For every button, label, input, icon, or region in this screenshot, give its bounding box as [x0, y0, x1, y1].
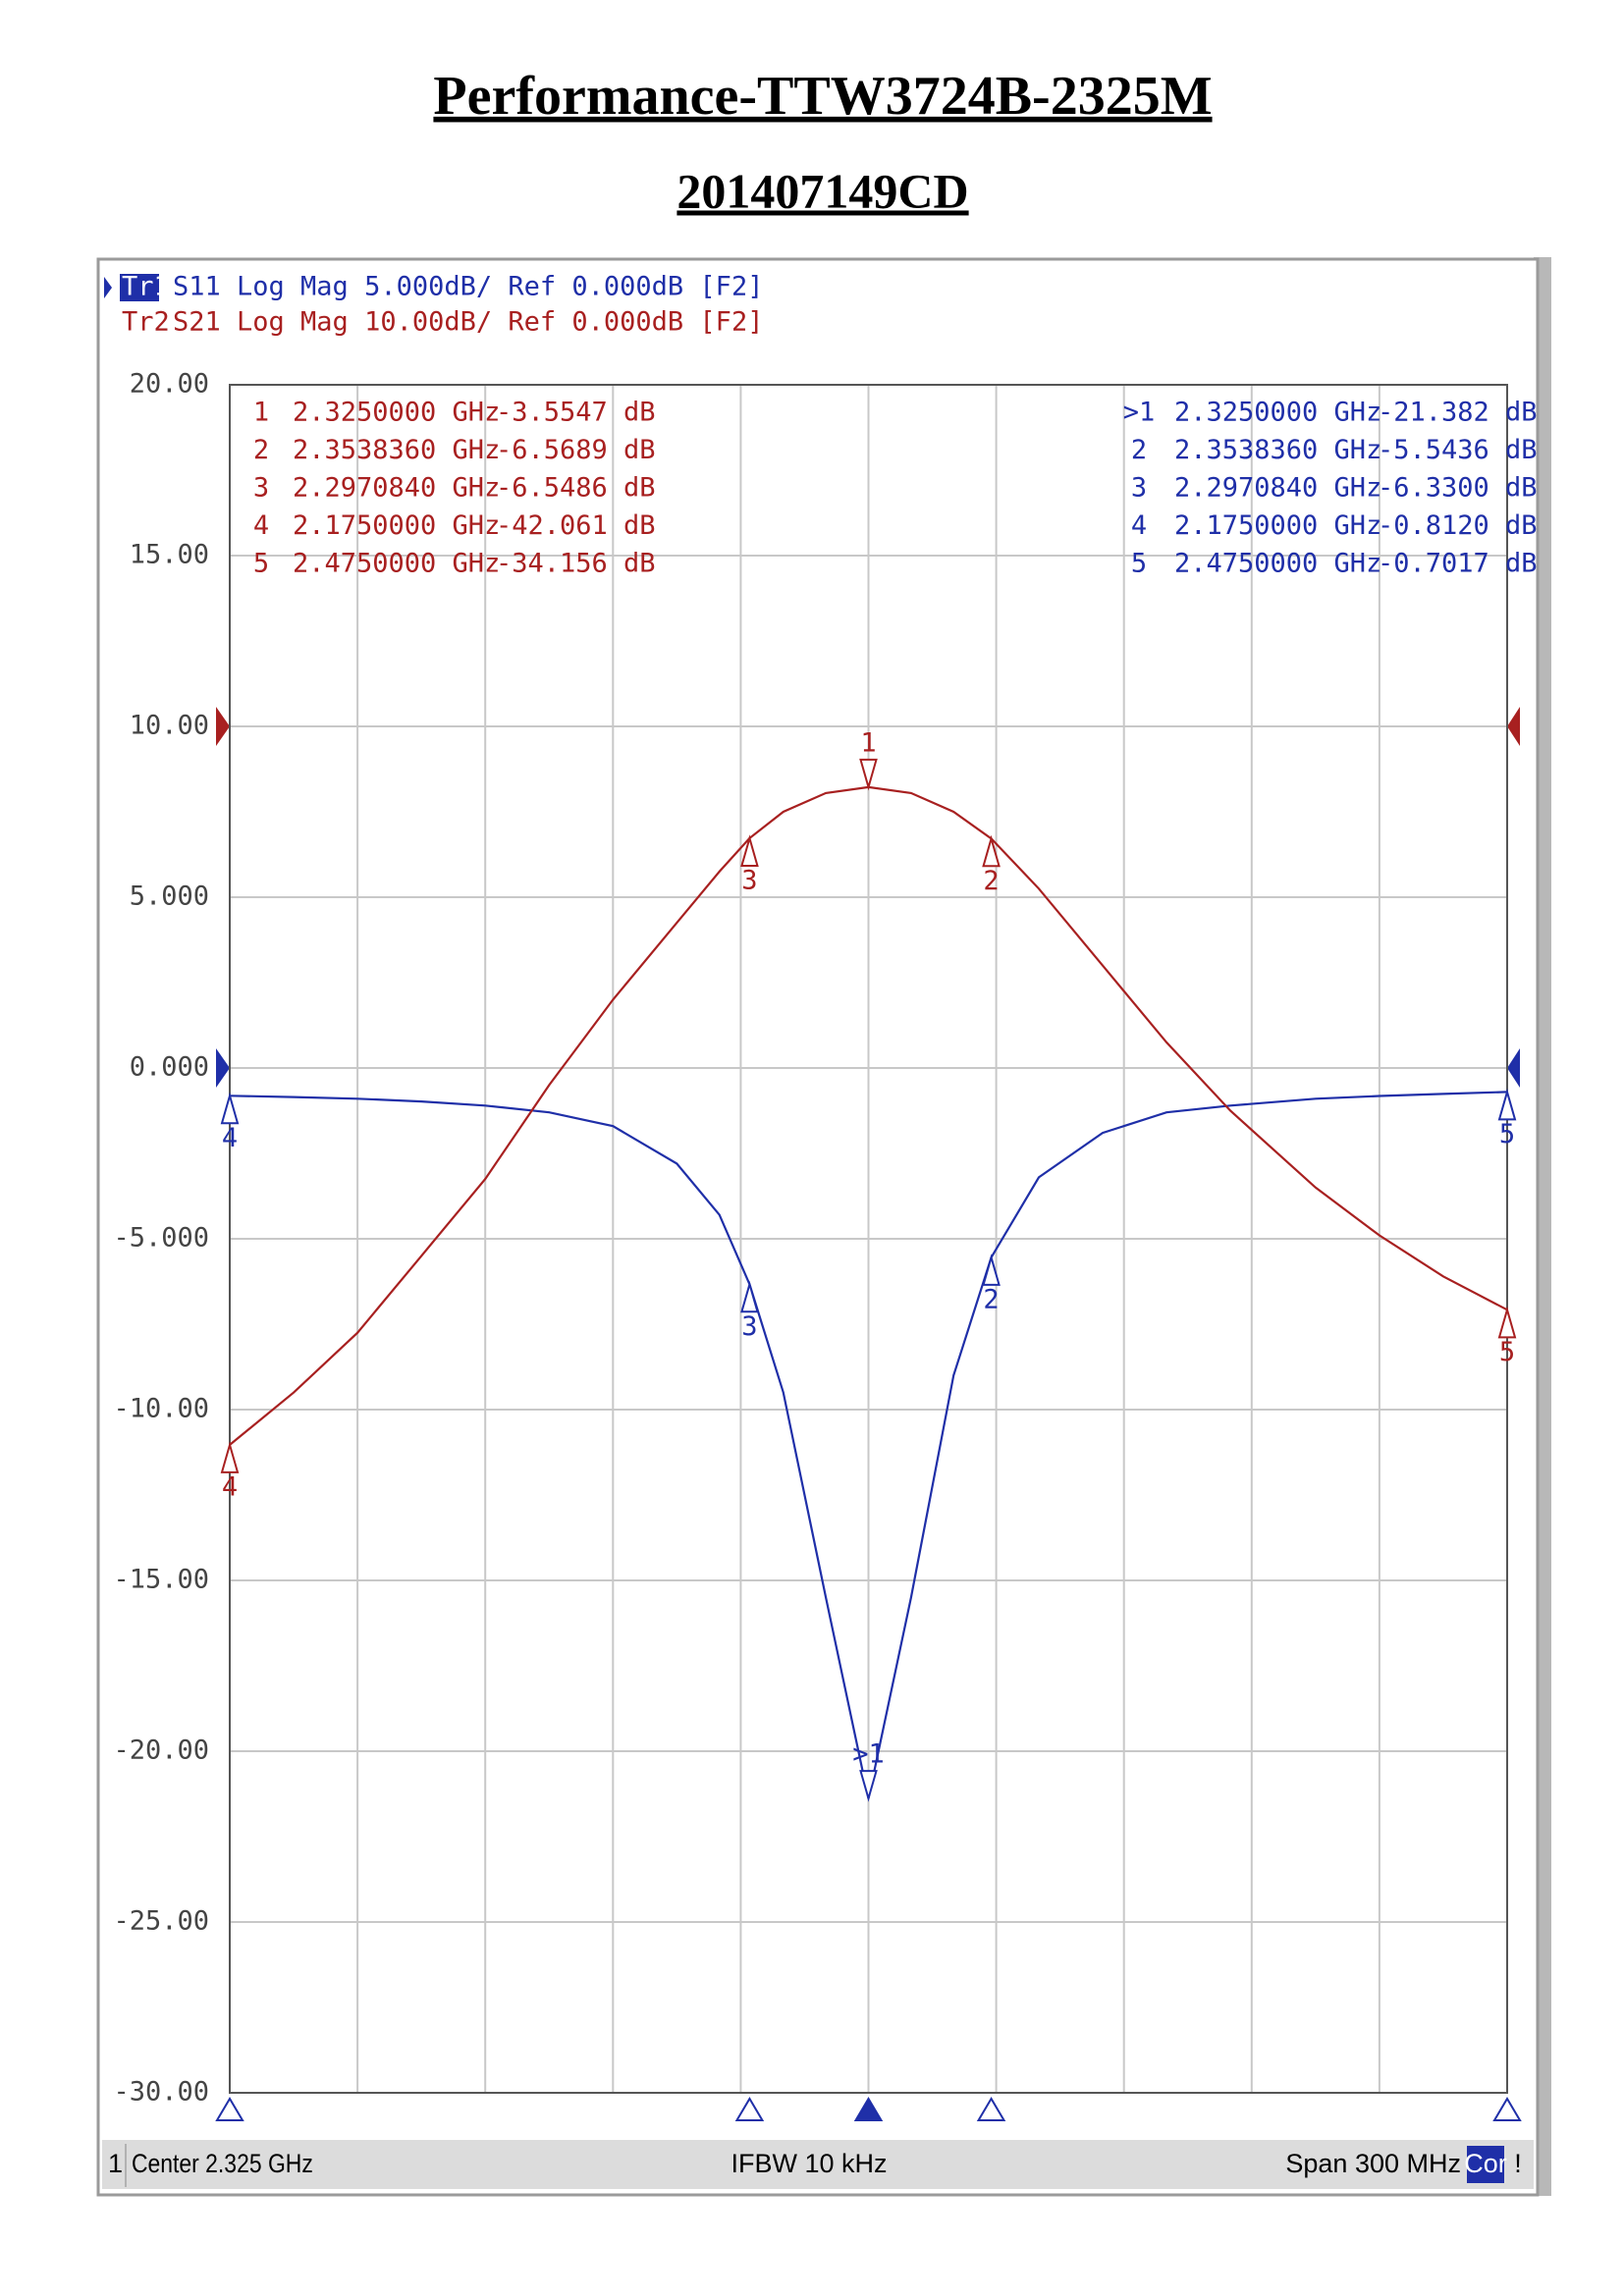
trace-marker-id: 3 [741, 865, 757, 895]
marker-freq: 2.3538360 GHz [293, 435, 500, 465]
marker-value: -0.7017 dB [1378, 549, 1538, 579]
stimulus-marker [215, 2097, 244, 2121]
marker-id: 4 [1131, 510, 1147, 541]
marker-value: -3.5547 dB [496, 398, 656, 428]
trace-marker [859, 758, 878, 791]
status-center: Center 2.325 GHz [132, 2149, 313, 2178]
status-channel: 1 [108, 2149, 123, 2178]
marker-freq: 2.3538360 GHz [1174, 435, 1381, 465]
marker-freq: 2.2970840 GHz [293, 473, 500, 504]
marker-id: 3 [1131, 473, 1147, 504]
marker-value: -0.8120 dB [1378, 510, 1538, 541]
ref-marker [1507, 1048, 1520, 1088]
y-tick-label: 15.00 [130, 540, 209, 570]
trace-marker [1497, 1088, 1517, 1121]
page-title: Performance-TTW3724B-2325M [433, 66, 1212, 127]
y-tick-label: -20.00 [113, 1735, 209, 1766]
trace-marker [982, 1254, 1001, 1286]
marker-id: 2 [1131, 435, 1147, 465]
status-flag: ! [1514, 2149, 1522, 2178]
y-tick-label: 5.000 [130, 881, 209, 912]
trace-marker [740, 834, 759, 867]
marker-freq: 2.4750000 GHz [1174, 549, 1381, 579]
y-tick-label: -10.00 [113, 1394, 209, 1424]
ref-marker [216, 707, 230, 746]
trace-tag: Tr1 [122, 272, 170, 302]
trace-tag: Tr2 [122, 307, 170, 338]
trace-marker [982, 834, 1001, 868]
trace-marker-id: >1 [852, 1739, 885, 1770]
trace-marker-id: 1 [860, 727, 876, 758]
trace-marker-id: 2 [983, 1284, 999, 1314]
y-tick-label: 0.000 [130, 1052, 209, 1083]
marker-id: 3 [253, 473, 269, 504]
status-cor: Cor [1464, 2149, 1507, 2178]
status-cor-box [1467, 2146, 1504, 2183]
y-tick-label: -30.00 [113, 2077, 209, 2108]
trace-marker-id: 5 [1499, 1337, 1515, 1367]
trace-marker [859, 1770, 878, 1802]
status-bar: 1 Center 2.325 GHz IFBW 10 kHz Span 300 … [102, 2140, 1534, 2189]
marker-freq: 2.2970840 GHz [1174, 473, 1381, 504]
y-tick-label: -25.00 [113, 1906, 209, 1937]
marker-freq: 2.1750000 GHz [293, 510, 500, 541]
marker-value: -6.5486 dB [496, 473, 656, 504]
ref-marker [216, 1048, 230, 1088]
marker-id: 1 [253, 398, 269, 428]
active-trace-box [120, 274, 159, 301]
trace-marker [740, 1280, 759, 1313]
trace-marker-id: 4 [222, 1123, 238, 1153]
y-tick-label: 20.00 [130, 369, 209, 400]
marker-freq: 2.1750000 GHz [1174, 510, 1381, 541]
marker-id: >1 [1123, 398, 1156, 428]
marker-value: -6.5689 dB [496, 435, 656, 465]
marker-freq: 2.3250000 GHz [1174, 398, 1381, 428]
trace-marker-id: 5 [1499, 1119, 1515, 1149]
marker-value: -6.3300 dB [1378, 473, 1538, 504]
stimulus-marker [853, 2097, 884, 2121]
marker-value: -34.156 dB [496, 549, 656, 579]
page-subtitle: 201407149CD [677, 163, 968, 218]
plot-border [229, 384, 1508, 2094]
y-tick-label: 10.00 [130, 711, 209, 741]
status-span: Span 300 MHz [1285, 2149, 1461, 2178]
marker-id: 5 [253, 549, 269, 579]
trace-marker-id: 3 [741, 1311, 757, 1342]
trace-header: S21 Log Mag 10.00dB/ Ref 0.000dB [F2] [173, 307, 763, 338]
trace-marker [1497, 1306, 1517, 1339]
trace-marker [220, 1092, 240, 1125]
marker-id: 2 [253, 435, 269, 465]
trace [229, 1091, 1508, 1799]
marker-freq: 2.3250000 GHz [293, 398, 500, 428]
active-trace-pointer [104, 277, 112, 298]
marker-id: 5 [1131, 549, 1147, 579]
marker-id: 4 [253, 510, 269, 541]
stimulus-marker [976, 2097, 1006, 2121]
marker-value: -5.5436 dB [1378, 435, 1538, 465]
status-bg [102, 2140, 1534, 2189]
stimulus-marker [734, 2097, 765, 2121]
stimulus-marker [1492, 2097, 1522, 2121]
marker-value: -42.061 dB [496, 510, 656, 541]
marker-value: -21.382 dB [1378, 398, 1538, 428]
trace-marker-id: 2 [983, 866, 999, 896]
trace-header: S11 Log Mag 5.000dB/ Ref 0.000dB [F2] [173, 272, 763, 302]
trace-marker-id: 4 [222, 1471, 238, 1502]
trace-marker [220, 1441, 240, 1473]
ref-marker [1507, 707, 1520, 746]
y-tick-label: -5.000 [113, 1223, 209, 1254]
status-ifbw: IFBW 10 kHz [731, 2149, 887, 2178]
marker-freq: 2.4750000 GHz [293, 549, 500, 579]
y-tick-label: -15.00 [113, 1565, 209, 1595]
trace [229, 785, 1508, 1446]
